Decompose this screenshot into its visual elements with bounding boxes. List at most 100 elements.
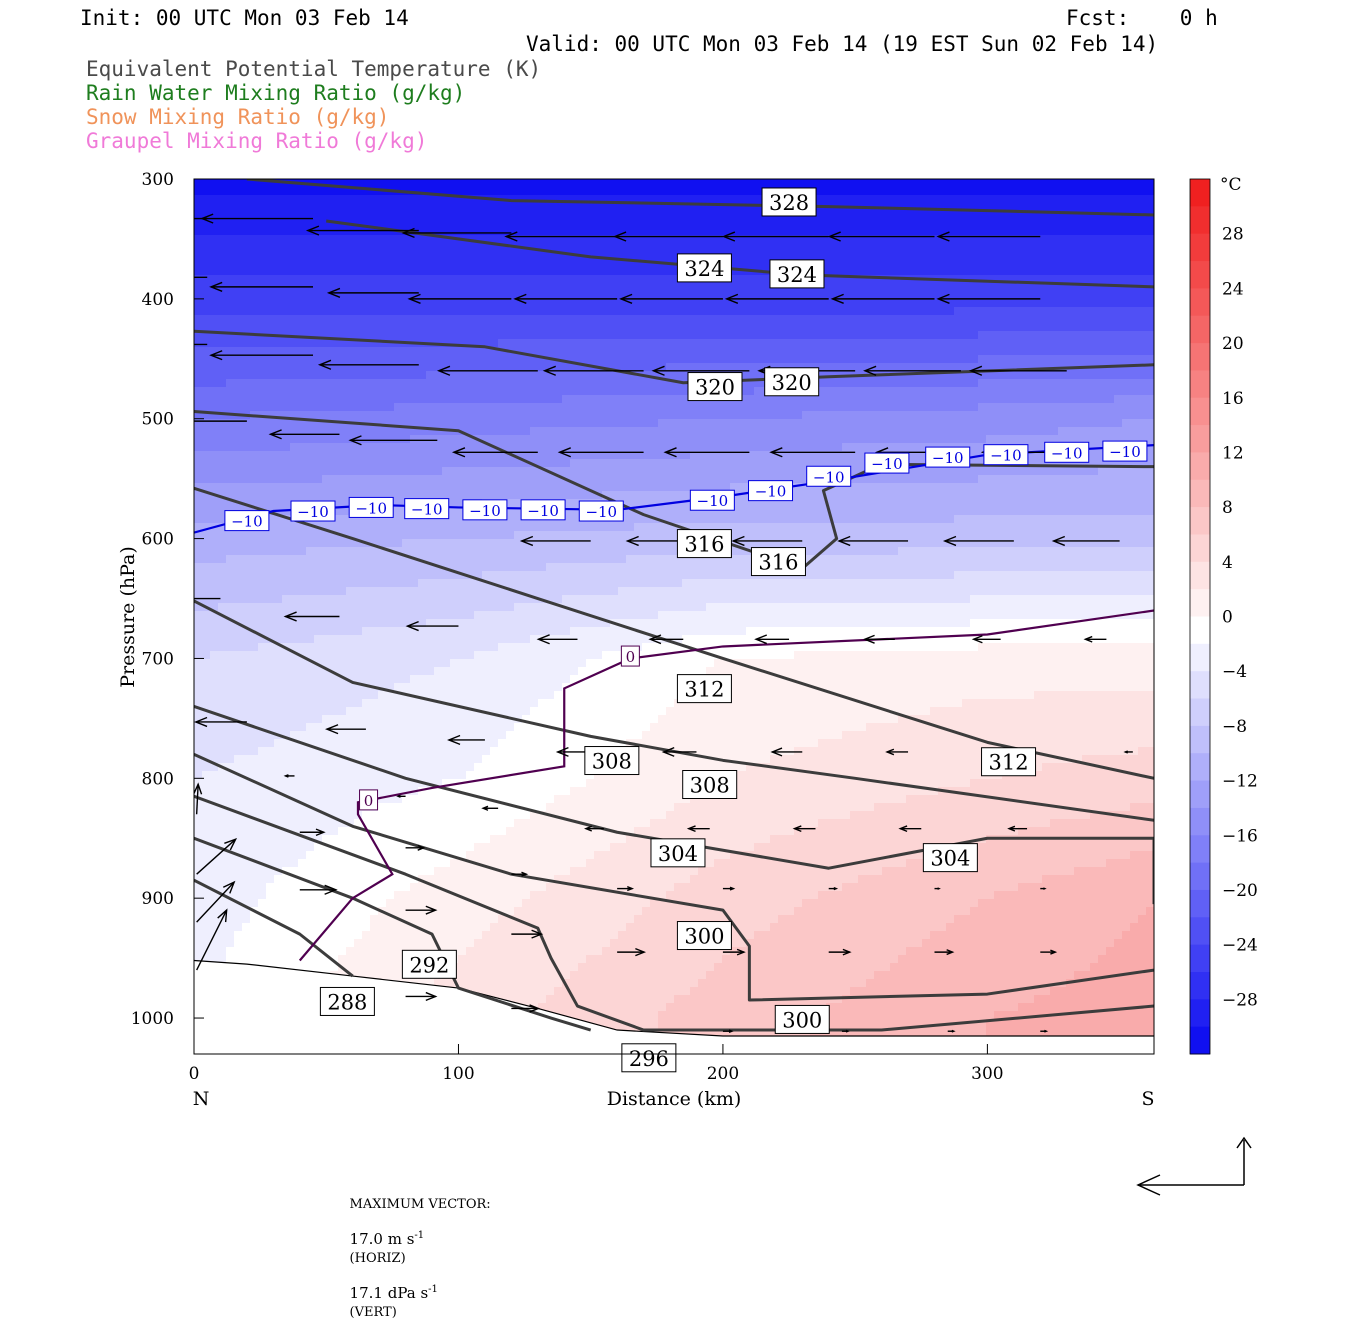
temperature-cell bbox=[234, 475, 243, 484]
temperature-cell bbox=[898, 283, 907, 292]
temperature-cell bbox=[746, 403, 755, 412]
temperature-cell bbox=[1146, 219, 1154, 228]
temperature-cell bbox=[970, 387, 979, 396]
temperature-cell bbox=[1026, 443, 1035, 452]
temperature-cell bbox=[258, 267, 267, 276]
temperature-cell bbox=[490, 387, 499, 396]
temperature-cell bbox=[514, 443, 523, 452]
temperature-cell bbox=[650, 323, 659, 332]
temperature-cell bbox=[242, 187, 251, 196]
temperature-cell bbox=[394, 419, 403, 428]
legend-graupel: Graupel Mixing Ratio (g/kg) bbox=[86, 129, 428, 153]
temperature-cell bbox=[1090, 179, 1099, 188]
temperature-cell bbox=[954, 483, 963, 492]
temperature-cell bbox=[978, 235, 987, 244]
temperature-cell bbox=[378, 339, 387, 348]
temperature-cell bbox=[626, 331, 635, 340]
temperature-cell bbox=[562, 187, 571, 196]
temperature-cell bbox=[322, 259, 331, 268]
temperature-cell bbox=[1034, 203, 1043, 212]
temperature-cell bbox=[938, 347, 947, 356]
temperature-cell bbox=[258, 251, 267, 260]
temperature-cell bbox=[594, 299, 603, 308]
temperature-cell bbox=[314, 267, 323, 276]
temperature-cell bbox=[474, 227, 483, 236]
temperature-cell bbox=[674, 395, 683, 404]
temperature-cell bbox=[690, 339, 699, 348]
temperature-cell bbox=[1058, 419, 1067, 428]
temperature-cell bbox=[786, 435, 795, 444]
temperature-cell bbox=[1082, 275, 1091, 284]
temperature-cell bbox=[402, 443, 411, 452]
temperature-cell bbox=[578, 435, 587, 444]
temperature-cell bbox=[858, 299, 867, 308]
temperature-cell bbox=[538, 235, 547, 244]
temperature-cell bbox=[290, 403, 299, 412]
temperature-cell bbox=[474, 363, 483, 372]
temperature-cell bbox=[594, 235, 603, 244]
temperature-cell bbox=[306, 275, 315, 284]
temperature-cell bbox=[858, 339, 867, 348]
temperature-cell bbox=[1122, 387, 1131, 396]
temperature-cell bbox=[1002, 347, 1011, 356]
temperature-cell bbox=[226, 323, 235, 332]
temperature-cell bbox=[682, 403, 691, 412]
temperature-cell bbox=[706, 347, 715, 356]
temperature-cell bbox=[1146, 419, 1154, 428]
temperature-cell bbox=[690, 451, 699, 460]
temperature-cell bbox=[538, 275, 547, 284]
temperature-cell bbox=[914, 363, 923, 372]
temperature-cell bbox=[906, 491, 915, 500]
temperature-cell bbox=[354, 259, 363, 268]
temperature-cell bbox=[1082, 419, 1091, 428]
temperature-cell bbox=[682, 227, 691, 236]
temperature-cell bbox=[458, 291, 467, 300]
temperature-cell bbox=[1042, 379, 1051, 388]
temperature-cell bbox=[506, 219, 515, 228]
temperature-cell bbox=[810, 483, 819, 492]
temperature-cell bbox=[546, 371, 555, 380]
temperature-cell bbox=[426, 467, 435, 476]
temperature-cell bbox=[570, 347, 579, 356]
temperature-cell bbox=[314, 355, 323, 364]
temperature-cell bbox=[362, 323, 371, 332]
temperature-cell bbox=[538, 331, 547, 340]
temperature-cell bbox=[674, 219, 683, 228]
temperature-cell bbox=[490, 483, 499, 492]
temperature-cell bbox=[274, 459, 283, 468]
temperature-cell bbox=[706, 483, 715, 492]
temperature-cell bbox=[834, 187, 843, 196]
temperature-cell bbox=[690, 307, 699, 316]
temperature-cell bbox=[922, 419, 931, 428]
temperature-cell bbox=[770, 427, 779, 436]
temperature-cell bbox=[698, 419, 707, 428]
temperature-cell bbox=[538, 371, 547, 380]
temperature-cell bbox=[410, 387, 419, 396]
temperature-cell bbox=[490, 187, 499, 196]
temperature-cell bbox=[938, 499, 947, 508]
temperature-cell bbox=[570, 259, 579, 268]
temperature-cell bbox=[738, 315, 747, 324]
temperature-cell bbox=[354, 371, 363, 380]
temperature-cell bbox=[690, 187, 699, 196]
temperature-cell bbox=[434, 275, 443, 284]
temperature-cell bbox=[626, 427, 635, 436]
temperature-cell bbox=[1106, 387, 1115, 396]
temperature-cell bbox=[498, 459, 507, 468]
temperature-cell bbox=[1042, 323, 1051, 332]
temperature-cell bbox=[922, 227, 931, 236]
temperature-cell bbox=[826, 195, 835, 204]
temperature-cell bbox=[842, 347, 851, 356]
temperature-cell bbox=[642, 483, 651, 492]
temperature-cell bbox=[842, 323, 851, 332]
temperature-cell bbox=[458, 323, 467, 332]
temperature-cell bbox=[962, 403, 971, 412]
temperature-cell bbox=[602, 187, 611, 196]
temperature-cell bbox=[330, 443, 339, 452]
temperature-cell bbox=[562, 363, 571, 372]
temperature-cell bbox=[338, 275, 347, 284]
temperature-cell bbox=[402, 427, 411, 436]
temperature-cell bbox=[1050, 179, 1059, 188]
temperature-cell bbox=[1082, 475, 1091, 484]
temperature-cell bbox=[914, 331, 923, 340]
